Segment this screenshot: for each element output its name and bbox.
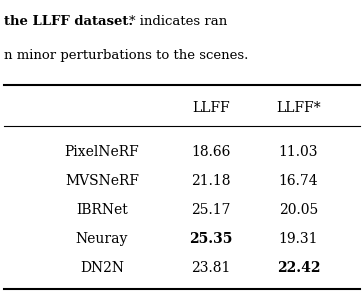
Text: the LLFF dataset.: the LLFF dataset. — [4, 15, 133, 28]
Text: LLFF*: LLFF* — [276, 101, 321, 115]
Text: 25.17: 25.17 — [191, 203, 231, 217]
Text: DN2N: DN2N — [80, 261, 124, 275]
Text: 16.74: 16.74 — [279, 174, 318, 188]
Text: 11.03: 11.03 — [279, 145, 318, 159]
Text: LLFF: LLFF — [192, 101, 230, 115]
Text: 21.18: 21.18 — [191, 174, 231, 188]
Text: Neuray: Neuray — [76, 232, 128, 246]
Text: 19.31: 19.31 — [279, 232, 318, 246]
Text: 20.05: 20.05 — [279, 203, 318, 217]
Text: 25.35: 25.35 — [189, 232, 233, 246]
Text: MVSNeRF: MVSNeRF — [65, 174, 139, 188]
Text: 22.42: 22.42 — [277, 261, 320, 275]
Text: * indicates ran: * indicates ran — [129, 15, 228, 28]
Text: n minor perturbations to the scenes.: n minor perturbations to the scenes. — [4, 49, 248, 62]
Text: 18.66: 18.66 — [191, 145, 231, 159]
Text: 23.81: 23.81 — [191, 261, 231, 275]
Text: PixelNeRF: PixelNeRF — [64, 145, 139, 159]
Text: IBRNet: IBRNet — [76, 203, 128, 217]
